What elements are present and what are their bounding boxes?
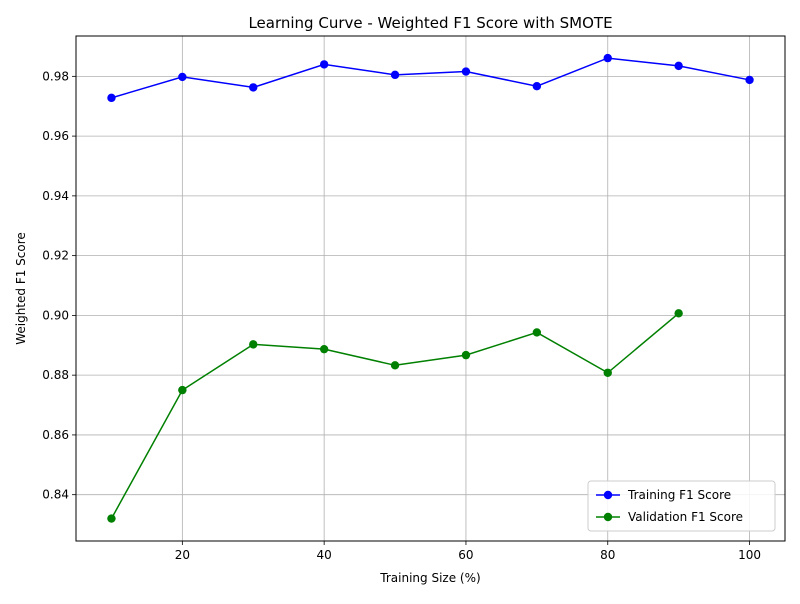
- tick-layer: 20 40 60 80 100 0.84 0.86 0.88 0.90 0.92 0.94 0.96 0…: [42, 69, 761, 562]
- y-tick-label: 0.84: [42, 488, 69, 502]
- x-tick-label: 40: [317, 548, 332, 562]
- chart-title: Learning Curve - Weighted F1 Score with …: [248, 14, 612, 32]
- data-point: [674, 61, 683, 71]
- y-tick-label: 0.92: [42, 249, 69, 263]
- data-point: [390, 361, 400, 370]
- x-tick-label: 100: [738, 548, 761, 562]
- data-point: [390, 70, 400, 80]
- legend-label: Training F1 Score: [627, 488, 731, 502]
- legend: Training F1 Score Validation F1 Score: [587, 480, 776, 532]
- legend-box: [587, 480, 776, 532]
- y-tick-label: 0.90: [42, 308, 69, 322]
- y-tick-label: 0.98: [42, 69, 69, 83]
- y-tick-label: 0.94: [42, 189, 69, 203]
- data-point: [107, 93, 116, 103]
- y-axis-label: Weighted F1 Score: [14, 232, 28, 345]
- data-point: [319, 344, 329, 354]
- x-tick-label: 60: [458, 548, 473, 562]
- x-axis-label: Training Size (%): [379, 571, 480, 585]
- data-point: [107, 514, 116, 523]
- series-0: [107, 53, 754, 103]
- data-point: [249, 83, 258, 92]
- series-line: [111, 57, 750, 99]
- y-tick-label: 0.96: [42, 129, 69, 143]
- series-layer: [107, 53, 754, 523]
- data-point: [178, 385, 187, 395]
- data-point: [745, 75, 754, 85]
- data-point: [319, 60, 329, 69]
- data-point: [674, 309, 683, 318]
- legend-marker: [603, 512, 613, 522]
- grid-layer: [76, 36, 785, 541]
- series-1: [107, 309, 683, 523]
- data-point: [178, 72, 187, 82]
- legend-marker: [603, 490, 613, 500]
- data-point: [603, 53, 612, 63]
- data-point: [532, 82, 542, 91]
- plot-area-frame: [75, 35, 786, 542]
- data-point: [603, 368, 612, 377]
- x-tick-label: 80: [600, 548, 615, 562]
- y-tick-label: 0.88: [42, 368, 69, 382]
- data-point: [461, 67, 471, 76]
- data-point: [461, 350, 471, 360]
- legend-label: Validation F1 Score: [628, 510, 743, 524]
- data-point: [532, 328, 542, 337]
- y-tick-label: 0.86: [42, 428, 69, 442]
- data-point: [249, 340, 258, 349]
- x-tick-label: 20: [175, 548, 190, 562]
